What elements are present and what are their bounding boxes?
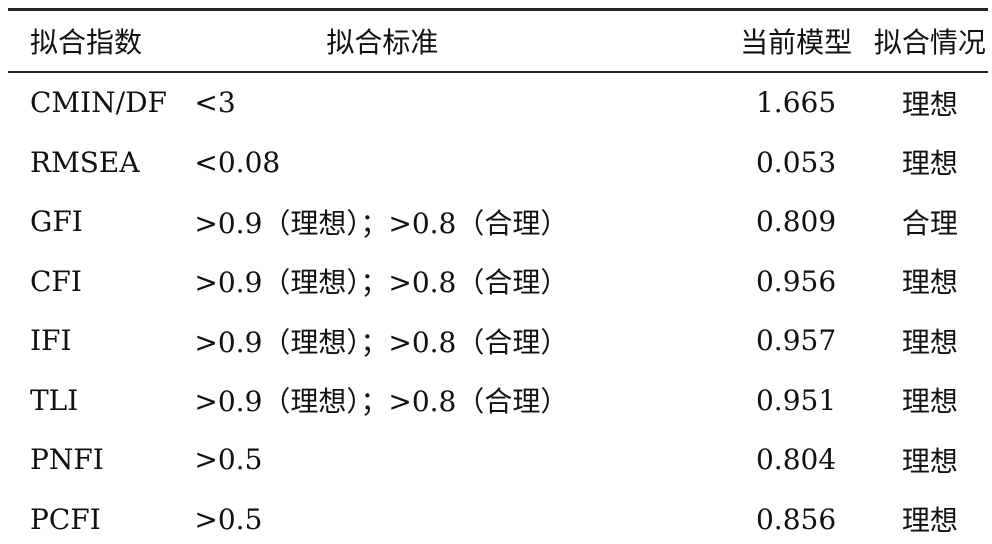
table-row: TLI >0.9（理想）；>0.8（合理） 0.951 理想 xyxy=(8,371,988,431)
table-row: CMIN/DF <3 1.665 理想 xyxy=(8,72,988,133)
fit-table: 拟合指数 拟合标准 当前模型 拟合情况 CMIN/DF <3 1.665 理想 RMSEA <0… xyxy=(8,8,988,544)
table-cell: 1.665 xyxy=(755,86,837,120)
table-cell: 理想 xyxy=(901,147,958,181)
table-cell: 理想 xyxy=(901,444,958,478)
table-cell: PNFI xyxy=(30,443,104,477)
table-cell: 理想 xyxy=(901,504,958,538)
table-cell: PCFI xyxy=(30,502,101,536)
table-cell: 0.956 xyxy=(755,264,837,298)
table-cell: 0.809 xyxy=(755,205,837,239)
table-cell: <3 xyxy=(194,86,236,120)
table-row: PCFI >0.5 0.856 理想 xyxy=(8,490,988,544)
table-cell: 0.957 xyxy=(755,324,837,358)
table-cell: GFI xyxy=(30,205,83,239)
table-cell: <0.08 xyxy=(194,145,281,179)
table-cell: RMSEA xyxy=(30,145,140,179)
table-cell: >0.5 xyxy=(194,502,263,536)
table-cell: 理想 xyxy=(901,385,958,419)
table-cell: 0.856 xyxy=(755,502,837,536)
table-cell: >0.9（理想）；>0.8（合理） xyxy=(194,206,569,240)
table-cell: CMIN/DF xyxy=(30,86,167,120)
table-cell: TLI xyxy=(30,383,79,417)
table-row: RMSEA <0.08 0.053 理想 xyxy=(8,133,988,193)
table-cell: 0.053 xyxy=(755,145,837,179)
header-cell: 当前模型 xyxy=(740,26,853,59)
table-cell: 0.804 xyxy=(755,443,837,477)
table-cell: CFI xyxy=(30,264,82,298)
table-row: IFI >0.9（理想）；>0.8（合理） 0.957 理想 xyxy=(8,311,988,371)
table-cell: >0.9（理想）；>0.8（合理） xyxy=(194,325,569,359)
table-cell: 0.951 xyxy=(755,383,837,417)
table-cell: 理想 xyxy=(901,325,958,359)
table-row: GFI >0.9（理想）；>0.8（合理） 0.809 合理 xyxy=(8,192,988,252)
table-body: CMIN/DF <3 1.665 理想 RMSEA <0.08 0.053 理想 GFI >0.9… xyxy=(8,72,988,544)
header-cell: 拟合标准 xyxy=(326,26,439,59)
header-row: 拟合指数 拟合标准 当前模型 拟合情况 xyxy=(8,9,988,72)
table-row: CFI >0.9（理想）；>0.8（合理） 0.956 理想 xyxy=(8,252,988,312)
table-row: PNFI >0.5 0.804 理想 xyxy=(8,430,988,490)
table-cell: >0.5 xyxy=(194,443,263,477)
header-cell: 拟合指数 xyxy=(30,26,143,59)
table-cell: >0.9（理想）；>0.8（合理） xyxy=(194,385,569,419)
table-cell: >0.9（理想）；>0.8（合理） xyxy=(194,266,569,300)
table-cell: 合理 xyxy=(901,206,958,240)
table-cell: 理想 xyxy=(901,266,958,300)
table-cell: 理想 xyxy=(901,87,958,121)
table-cell: IFI xyxy=(30,324,72,358)
header-cell: 拟合情况 xyxy=(873,26,986,59)
